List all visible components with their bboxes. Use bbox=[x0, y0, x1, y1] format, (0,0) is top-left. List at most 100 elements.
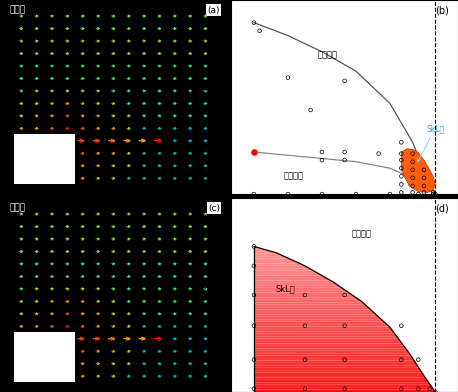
Point bbox=[398, 386, 405, 392]
Polygon shape bbox=[254, 361, 415, 363]
Y-axis label: 磁場 (mT): 磁場 (mT) bbox=[205, 280, 214, 310]
Polygon shape bbox=[254, 358, 414, 361]
Polygon shape bbox=[254, 273, 322, 276]
Point bbox=[341, 292, 348, 298]
Point bbox=[398, 323, 405, 329]
Polygon shape bbox=[254, 251, 278, 254]
Text: (d): (d) bbox=[435, 204, 449, 214]
Point bbox=[409, 151, 416, 157]
Point bbox=[301, 292, 309, 298]
Point bbox=[250, 323, 257, 329]
Point bbox=[341, 386, 348, 392]
Polygon shape bbox=[254, 370, 422, 372]
Point bbox=[341, 78, 348, 84]
Polygon shape bbox=[254, 278, 331, 280]
Point bbox=[307, 107, 314, 113]
Bar bbox=[14, 332, 75, 382]
Polygon shape bbox=[254, 259, 294, 261]
Point bbox=[409, 175, 416, 181]
Polygon shape bbox=[254, 348, 407, 351]
Point bbox=[318, 157, 326, 163]
Polygon shape bbox=[254, 305, 368, 307]
Point bbox=[250, 292, 257, 298]
Polygon shape bbox=[254, 365, 419, 368]
Polygon shape bbox=[254, 322, 387, 324]
Point bbox=[250, 263, 257, 269]
Polygon shape bbox=[254, 390, 435, 392]
Point bbox=[398, 173, 405, 180]
Point bbox=[398, 356, 405, 363]
Point bbox=[398, 157, 405, 163]
Polygon shape bbox=[401, 149, 435, 192]
Polygon shape bbox=[254, 387, 434, 390]
Point bbox=[250, 386, 257, 392]
Point bbox=[284, 191, 292, 197]
Point bbox=[398, 189, 405, 196]
Point bbox=[250, 149, 257, 155]
Polygon shape bbox=[254, 247, 262, 249]
Point bbox=[341, 323, 348, 329]
Text: (a): (a) bbox=[207, 6, 220, 15]
Polygon shape bbox=[254, 268, 313, 271]
Polygon shape bbox=[254, 380, 429, 382]
Polygon shape bbox=[254, 375, 425, 377]
Polygon shape bbox=[254, 283, 338, 285]
Point bbox=[250, 191, 257, 197]
Polygon shape bbox=[254, 261, 300, 263]
Polygon shape bbox=[254, 256, 289, 259]
Point bbox=[398, 181, 405, 187]
Point bbox=[420, 183, 428, 189]
Point bbox=[420, 189, 428, 196]
Text: 正電流: 正電流 bbox=[9, 204, 25, 213]
Point bbox=[398, 139, 405, 145]
Polygon shape bbox=[254, 329, 393, 331]
Polygon shape bbox=[254, 363, 417, 365]
Point bbox=[352, 191, 360, 197]
Point bbox=[430, 191, 437, 197]
Text: SkL相: SkL相 bbox=[418, 124, 444, 162]
Polygon shape bbox=[254, 310, 373, 312]
Polygon shape bbox=[254, 280, 334, 283]
Polygon shape bbox=[254, 266, 309, 268]
Y-axis label: 磁場 (mT): 磁場 (mT) bbox=[205, 82, 214, 112]
Polygon shape bbox=[254, 339, 400, 341]
Point bbox=[386, 191, 393, 197]
Polygon shape bbox=[254, 292, 352, 295]
Polygon shape bbox=[254, 249, 271, 251]
Point bbox=[341, 149, 348, 155]
Polygon shape bbox=[254, 319, 384, 322]
Polygon shape bbox=[254, 377, 427, 380]
Point bbox=[256, 27, 263, 34]
Polygon shape bbox=[254, 312, 376, 314]
Text: (c): (c) bbox=[208, 204, 220, 213]
Point bbox=[318, 149, 326, 155]
Polygon shape bbox=[254, 372, 424, 375]
Polygon shape bbox=[254, 336, 398, 339]
Point bbox=[414, 386, 422, 392]
Polygon shape bbox=[254, 302, 365, 305]
Point bbox=[430, 189, 437, 196]
Polygon shape bbox=[254, 327, 391, 329]
Polygon shape bbox=[254, 346, 406, 348]
Point bbox=[409, 159, 416, 165]
Polygon shape bbox=[254, 351, 409, 353]
Polygon shape bbox=[254, 290, 349, 292]
Point bbox=[341, 356, 348, 363]
Polygon shape bbox=[254, 300, 363, 302]
Point bbox=[409, 167, 416, 173]
Text: 強磁性相: 強磁性相 bbox=[318, 51, 338, 60]
Text: (b): (b) bbox=[435, 6, 449, 16]
Point bbox=[426, 386, 433, 392]
Text: SkL相: SkL相 bbox=[276, 284, 295, 293]
Point bbox=[420, 167, 428, 173]
Point bbox=[341, 157, 348, 163]
Polygon shape bbox=[254, 285, 342, 288]
Polygon shape bbox=[254, 317, 381, 319]
Polygon shape bbox=[254, 254, 284, 256]
Polygon shape bbox=[254, 331, 395, 334]
Point bbox=[250, 356, 257, 363]
Polygon shape bbox=[254, 382, 430, 385]
Point bbox=[398, 165, 405, 171]
Point bbox=[409, 183, 416, 189]
Polygon shape bbox=[254, 298, 359, 300]
